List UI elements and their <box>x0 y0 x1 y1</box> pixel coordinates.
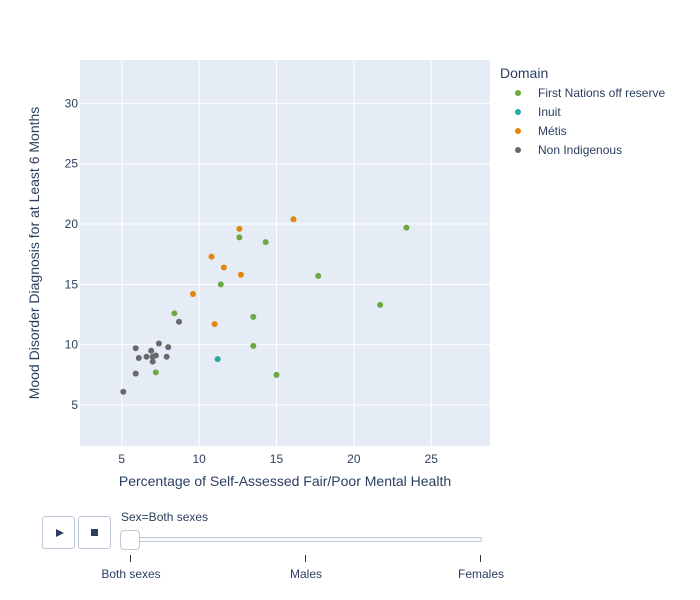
data-point[interactable] <box>120 388 127 395</box>
slider-current-value: Sex=Both sexes <box>121 510 209 524</box>
legend-label: Inuit <box>538 105 561 119</box>
data-point[interactable] <box>135 354 142 361</box>
data-point[interactable] <box>377 301 384 308</box>
legend[interactable]: Domain First Nations off reserve Inuit Mét… <box>500 65 665 157</box>
data-point[interactable] <box>143 353 150 360</box>
stop-button[interactable] <box>78 516 111 549</box>
legend-marker <box>515 128 521 134</box>
x-tick-label: 20 <box>347 452 361 466</box>
y-tick-label: 25 <box>65 157 79 171</box>
data-point[interactable] <box>165 344 172 351</box>
data-point[interactable] <box>171 310 178 317</box>
series-m-tis <box>189 216 297 328</box>
series-inuit <box>214 356 221 363</box>
y-axis-title: Mood Disorder Diagnosis for at Least 6 M… <box>26 107 42 400</box>
data-point[interactable] <box>152 352 159 359</box>
legend-label: Non Indigenous <box>538 143 622 157</box>
series-non-indigenous <box>120 318 183 395</box>
slider-step-females[interactable]: Females <box>457 567 505 581</box>
legend-item[interactable]: First Nations off reserve <box>515 86 665 100</box>
data-point[interactable] <box>250 313 257 320</box>
series-first-nations-off-reserve <box>152 224 410 378</box>
data-point[interactable] <box>149 358 156 365</box>
y-tick-label: 5 <box>71 398 78 412</box>
x-tick-label: 25 <box>425 452 439 466</box>
x-axis-title: Percentage of Self-Assessed Fair/Poor Me… <box>119 473 451 489</box>
y-tick-label: 30 <box>65 96 79 110</box>
data-point[interactable] <box>315 272 322 279</box>
x-tick-label: 5 <box>118 452 125 466</box>
y-tick-label: 20 <box>65 217 79 231</box>
legend-title: Domain <box>500 65 548 81</box>
data-point[interactable] <box>208 253 215 260</box>
x-tick-label: 10 <box>192 452 206 466</box>
data-point[interactable] <box>262 239 269 246</box>
slider-step-males[interactable]: Males <box>289 567 323 581</box>
x-axis-ticks: 5 10 15 20 25 <box>118 452 438 466</box>
legend-item[interactable]: Non Indigenous <box>515 143 622 157</box>
x-tick-label: 15 <box>270 452 284 466</box>
grid-lines <box>80 60 490 446</box>
slider-rail[interactable] <box>121 537 482 542</box>
legend-marker <box>515 109 521 115</box>
data-point[interactable] <box>220 264 227 271</box>
slider-step-both-sexes[interactable]: Both sexes <box>101 567 161 581</box>
slider-step-tick <box>305 555 306 562</box>
legend-item[interactable]: Inuit <box>515 105 561 119</box>
data-point[interactable] <box>211 321 218 328</box>
data-point[interactable] <box>148 347 155 354</box>
data-point[interactable] <box>403 224 410 231</box>
y-tick-label: 10 <box>65 338 79 352</box>
play-button[interactable] <box>42 516 75 549</box>
data-point[interactable] <box>163 353 170 360</box>
data-point[interactable] <box>152 369 159 376</box>
data-point[interactable] <box>237 271 244 278</box>
y-tick-label: 15 <box>65 277 79 291</box>
data-point[interactable] <box>189 291 196 298</box>
plot-area <box>80 60 490 446</box>
legend-item[interactable]: Métis <box>515 124 567 138</box>
slider-handle[interactable] <box>120 530 140 550</box>
data-point[interactable] <box>236 225 243 232</box>
data-point[interactable] <box>217 281 224 288</box>
data-point[interactable] <box>214 356 221 363</box>
legend-label: Métis <box>538 124 567 138</box>
legend-marker <box>515 147 521 153</box>
legend-label: First Nations off reserve <box>538 86 665 100</box>
data-point[interactable] <box>236 234 243 241</box>
slider-step-tick <box>130 555 131 562</box>
y-axis-ticks: 5 10 15 20 25 30 <box>65 96 79 412</box>
data-point[interactable] <box>155 340 162 347</box>
data-points <box>120 216 410 395</box>
data-point[interactable] <box>290 216 297 223</box>
data-point[interactable] <box>132 370 139 377</box>
legend-marker <box>515 90 521 96</box>
data-point[interactable] <box>273 371 280 378</box>
data-point[interactable] <box>250 342 257 349</box>
data-point[interactable] <box>132 345 139 352</box>
slider-step-tick <box>480 555 481 562</box>
data-point[interactable] <box>176 318 183 325</box>
play-icon <box>55 528 64 537</box>
stop-icon <box>91 529 98 536</box>
